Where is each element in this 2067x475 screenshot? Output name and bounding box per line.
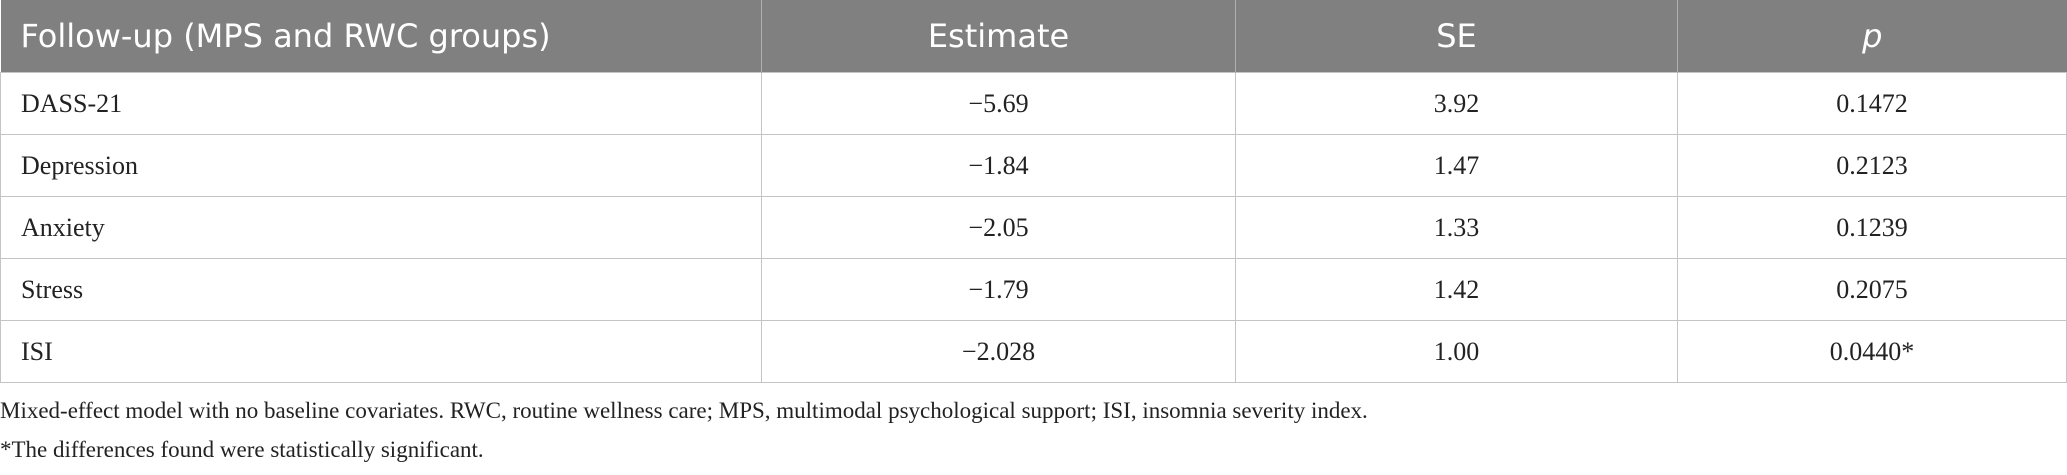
row-label: Depression <box>0 134 762 197</box>
value-cell: 0.2123 <box>1677 134 2067 197</box>
row-label: Anxiety <box>0 196 762 259</box>
value-cell: 1.33 <box>1235 196 1678 259</box>
value-cell: −5.69 <box>761 72 1236 135</box>
value-cell: 0.1472 <box>1677 72 2067 135</box>
value-cell: 3.92 <box>1235 72 1678 135</box>
value-cell: −1.79 <box>761 258 1236 321</box>
table-header: Follow-up (MPS and RWC groups) Estimate … <box>0 0 2067 73</box>
value-cell: 1.00 <box>1235 320 1678 383</box>
value-cell: 0.1239 <box>1677 196 2067 259</box>
table-row: DASS-21 −5.69 3.92 0.1472 <box>0 72 2067 135</box>
value-cell: 0.0440* <box>1677 320 2067 383</box>
row-label: ISI <box>0 320 762 383</box>
value-cell: −1.84 <box>761 134 1236 197</box>
results-table: Follow-up (MPS and RWC groups) Estimate … <box>0 0 2067 383</box>
row-label: DASS-21 <box>0 72 762 135</box>
value-cell: −2.05 <box>761 196 1236 259</box>
header-row: Follow-up (MPS and RWC groups) Estimate … <box>0 0 2067 73</box>
table-row: ISI −2.028 1.00 0.0440* <box>0 320 2067 383</box>
footnote: Mixed-effect model with no baseline cova… <box>0 398 1368 423</box>
header-cell: Estimate <box>761 0 1236 73</box>
header-cell: Follow-up (MPS and RWC groups) <box>0 0 762 73</box>
header-cell: p <box>1677 0 2067 73</box>
value-cell: 0.2075 <box>1677 258 2067 321</box>
table-body: DASS-21 −5.69 3.92 0.1472 Depression −1.84 1.4… <box>0 72 2067 383</box>
row-label: Stress <box>0 258 762 321</box>
table-row: Anxiety −2.05 1.33 0.1239 <box>0 196 2067 259</box>
table-row: Depression −1.84 1.47 0.2123 <box>0 134 2067 197</box>
value-cell: 1.47 <box>1235 134 1678 197</box>
table-row: Stress −1.79 1.42 0.2075 <box>0 258 2067 321</box>
value-cell: −2.028 <box>761 320 1236 383</box>
footnote: *The differences found were statisticall… <box>0 437 484 462</box>
header-cell: SE <box>1235 0 1678 73</box>
value-cell: 1.42 <box>1235 258 1678 321</box>
